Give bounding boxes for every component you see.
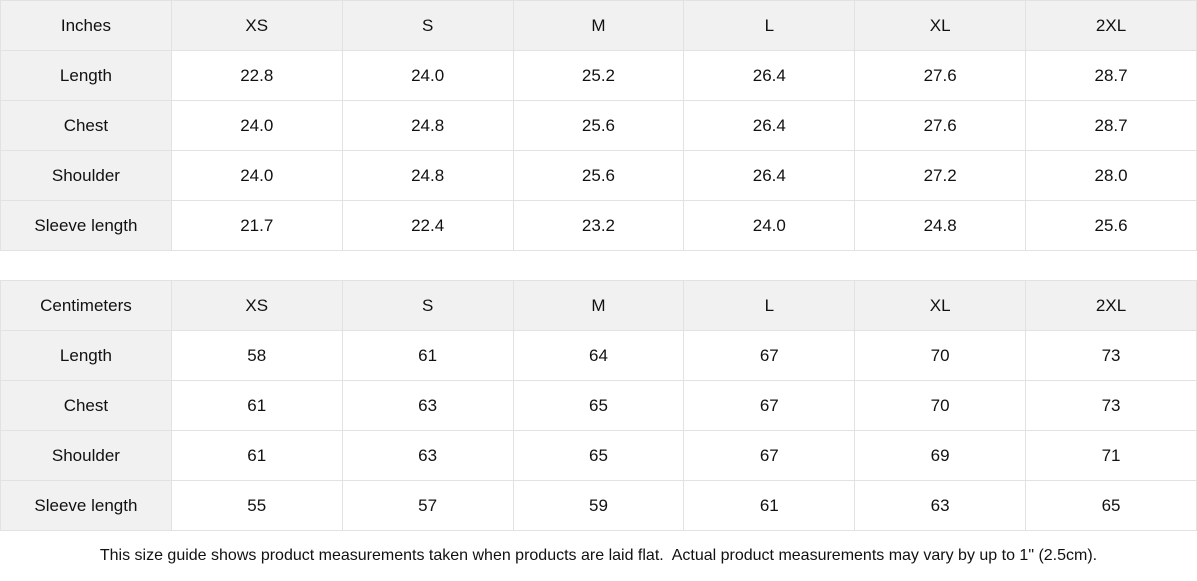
measurement-value-cell: 65 — [512, 380, 685, 431]
measurement-label-cell: Length — [0, 50, 172, 101]
size-header-cell: 2XL — [1025, 280, 1197, 331]
measurement-value-cell: 24.8 — [341, 100, 514, 151]
measurement-value-cell: 27.6 — [854, 100, 1027, 151]
measurement-label-cell: Shoulder — [0, 430, 172, 481]
measurement-value-cell: 27.6 — [854, 50, 1027, 101]
measurement-value-cell: 65 — [512, 430, 685, 481]
unit-header-cell: Inches — [0, 0, 172, 51]
table-row: Chest 61 63 65 67 70 73 — [0, 380, 1197, 431]
measurement-value-cell: 61 — [683, 480, 856, 531]
measurement-value-cell: 61 — [170, 380, 343, 431]
measurement-value-cell: 26.4 — [683, 50, 856, 101]
table-row: Shoulder 61 63 65 67 69 71 — [0, 430, 1197, 481]
measurement-value-cell: 22.4 — [341, 200, 514, 251]
size-table-inches: Inches XS S M L XL 2XL Length 22.8 24.0 … — [0, 0, 1197, 251]
measurement-value-cell: 24.0 — [170, 100, 343, 151]
measurement-value-cell: 71 — [1025, 430, 1197, 481]
table-row: Length 22.8 24.0 25.2 26.4 27.6 28.7 — [0, 50, 1197, 101]
measurement-label-cell: Sleeve length — [0, 480, 172, 531]
size-header-cell: XS — [170, 280, 343, 331]
measurement-value-cell: 26.4 — [683, 150, 856, 201]
size-header-cell: M — [512, 0, 685, 51]
measurement-value-cell: 63 — [341, 380, 514, 431]
measurement-value-cell: 69 — [854, 430, 1027, 481]
measurement-value-cell: 59 — [512, 480, 685, 531]
size-header-cell: 2XL — [1025, 0, 1197, 51]
measurement-value-cell: 28.0 — [1025, 150, 1197, 201]
table-row: Sleeve length 21.7 22.4 23.2 24.0 24.8 2… — [0, 200, 1197, 251]
measurement-value-cell: 24.0 — [683, 200, 856, 251]
size-header-cell: XL — [854, 0, 1027, 51]
measurement-value-cell: 61 — [341, 330, 514, 381]
measurement-value-cell: 67 — [683, 380, 856, 431]
measurement-value-cell: 24.8 — [854, 200, 1027, 251]
tables-gap-spacer — [0, 251, 1197, 280]
unit-header-cell: Centimeters — [0, 280, 172, 331]
measurement-value-cell: 67 — [683, 330, 856, 381]
size-header-cell: S — [341, 280, 514, 331]
size-header-cell: XS — [170, 0, 343, 51]
table-row: Shoulder 24.0 24.8 25.6 26.4 27.2 28.0 — [0, 150, 1197, 201]
measurement-value-cell: 58 — [170, 330, 343, 381]
measurement-value-cell: 27.2 — [854, 150, 1027, 201]
measurement-value-cell: 64 — [512, 330, 685, 381]
measurement-value-cell: 28.7 — [1025, 100, 1197, 151]
measurement-value-cell: 24.0 — [170, 150, 343, 201]
measurement-value-cell: 25.6 — [1025, 200, 1197, 251]
table-row: Length 58 61 64 67 70 73 — [0, 330, 1197, 381]
size-header-cell: S — [341, 0, 514, 51]
size-header-cell: XL — [854, 280, 1027, 331]
measurement-value-cell: 63 — [854, 480, 1027, 531]
measurement-value-cell: 28.7 — [1025, 50, 1197, 101]
measurement-value-cell: 67 — [683, 430, 856, 481]
measurement-value-cell: 23.2 — [512, 200, 685, 251]
measurement-value-cell: 21.7 — [170, 200, 343, 251]
measurement-label-cell: Sleeve length — [0, 200, 172, 251]
measurement-value-cell: 70 — [854, 380, 1027, 431]
size-header-cell: L — [683, 0, 856, 51]
measurement-value-cell: 24.0 — [341, 50, 514, 101]
header-row: Inches XS S M L XL 2XL — [0, 0, 1197, 51]
size-table-centimeters: Centimeters XS S M L XL 2XL Length 58 61… — [0, 280, 1197, 531]
table-row: Sleeve length 55 57 59 61 63 65 — [0, 480, 1197, 531]
measurement-value-cell: 26.4 — [683, 100, 856, 151]
measurement-label-cell: Shoulder — [0, 150, 172, 201]
measurement-label-cell: Chest — [0, 100, 172, 151]
measurement-value-cell: 65 — [1025, 480, 1197, 531]
measurement-value-cell: 61 — [170, 430, 343, 481]
measurement-value-cell: 25.2 — [512, 50, 685, 101]
size-header-cell: L — [683, 280, 856, 331]
measurement-value-cell: 22.8 — [170, 50, 343, 101]
measurement-value-cell: 63 — [341, 430, 514, 481]
table-row: Chest 24.0 24.8 25.6 26.4 27.6 28.7 — [0, 100, 1197, 151]
measurement-value-cell: 70 — [854, 330, 1027, 381]
size-header-cell: M — [512, 280, 685, 331]
size-guide-note: This size guide shows product measuremen… — [99, 547, 1098, 564]
measurement-value-cell: 24.8 — [341, 150, 514, 201]
measurement-value-cell: 25.6 — [512, 100, 685, 151]
measurement-value-cell: 25.6 — [512, 150, 685, 201]
measurement-value-cell: 73 — [1025, 330, 1197, 381]
header-row: Centimeters XS S M L XL 2XL — [0, 280, 1197, 331]
measurement-label-cell: Chest — [0, 380, 172, 431]
measurement-label-cell: Length — [0, 330, 172, 381]
measurement-value-cell: 55 — [170, 480, 343, 531]
measurement-value-cell: 73 — [1025, 380, 1197, 431]
measurement-value-cell: 57 — [341, 480, 514, 531]
